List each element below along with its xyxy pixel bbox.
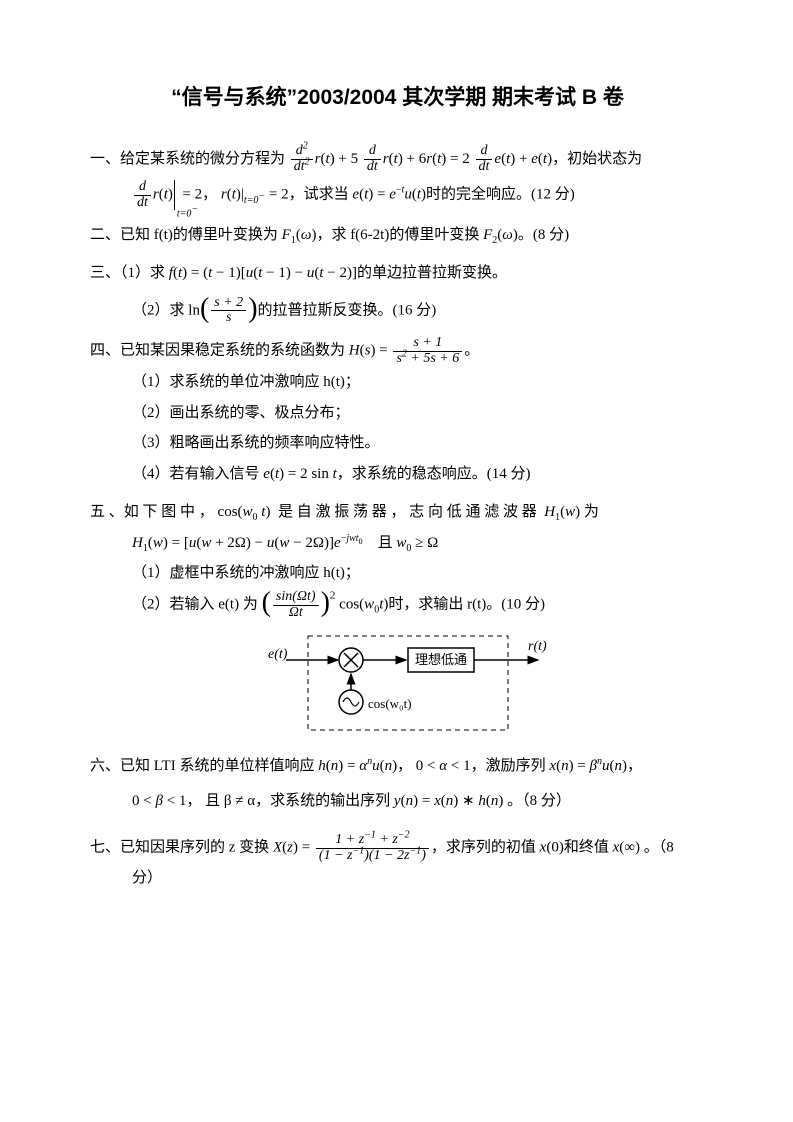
page-title: “信号与系统”2003/2004 其次学期 期末考试 B 卷 bbox=[90, 78, 705, 118]
q6-label: 六、 bbox=[90, 758, 120, 774]
q2-points: (8 分) bbox=[533, 227, 569, 243]
q3-p2-b: 的拉普拉斯反变换。 bbox=[258, 302, 393, 318]
q4-label: 四、 bbox=[90, 343, 120, 359]
q2-text-a: 已知 f(t)的傅里叶变换为 bbox=[120, 227, 278, 243]
q1-text-a: 给定某系统的微分方程为 bbox=[120, 151, 285, 167]
q5-block-diagram: e(t) 理想低通 r(t) cos(w₀t) bbox=[238, 628, 558, 738]
q1-text-b: ，初始状态为 bbox=[552, 151, 642, 167]
question-7: 七、已知因果序列的 z 变换 X(z) = 1 + z−1 + z−2(1 − … bbox=[90, 833, 705, 892]
q3-p2-label: （2） bbox=[132, 302, 170, 318]
q7-c: 和终值 bbox=[564, 840, 609, 856]
q3-p1-label: （1） bbox=[120, 265, 150, 281]
diagram-input-label: e(t) bbox=[268, 647, 288, 662]
q7-a: 已知因果序列的 z 变换 bbox=[120, 840, 269, 856]
question-4: 四、已知某因果稳定系统的系统函数为 H(s) = s + 1s2 + 5s + … bbox=[90, 336, 705, 488]
q1-text-d: 时的完全响应。 bbox=[426, 187, 531, 203]
diagram-osc-label: cos(w₀t) bbox=[368, 696, 412, 711]
q1-points: (12 分) bbox=[531, 187, 575, 203]
q6-c: ，求系统的输出序列 bbox=[255, 793, 390, 809]
q5-cond-t: 且 bbox=[378, 535, 393, 551]
q2-text-c: 。 bbox=[518, 227, 533, 243]
q7-points-cont: 分） bbox=[90, 864, 705, 893]
q5-p2-b: 时，求输出 r(t)。 bbox=[388, 597, 501, 613]
q2-label: 二、 bbox=[90, 227, 120, 243]
q4-p1: （1）求系统的单位冲激响应 h(t)； bbox=[90, 368, 705, 397]
q6-points: （8 分） bbox=[522, 793, 571, 809]
q3-points: (16 分) bbox=[393, 302, 437, 318]
q4-period: 。 bbox=[464, 343, 479, 359]
q1-label: 一、 bbox=[90, 151, 120, 167]
q3-p1-a: 求 bbox=[150, 265, 165, 281]
q6-a: 已知 LTI 系统的单位样值响应 bbox=[120, 758, 314, 774]
diagram-output-label: r(t) bbox=[528, 639, 547, 654]
q1-d2dt2: d2dt2 bbox=[291, 144, 313, 174]
q4-points: (14 分) bbox=[487, 466, 531, 482]
q4-p4-a: （4）若有输入信号 bbox=[132, 466, 260, 482]
q5-p1: （1）虚框中系统的冲激响应 h(t)； bbox=[90, 559, 705, 588]
q1-text-c: ，试求当 bbox=[289, 187, 349, 203]
q3-p1-b: 的单边拉普拉斯变换。 bbox=[357, 265, 507, 281]
q4-text-a: 已知某因果稳定系统的系统函数为 bbox=[120, 343, 345, 359]
q7-points: （8 bbox=[659, 840, 674, 856]
q5-p2-a: （2）若输入 e(t) 为 bbox=[132, 597, 258, 613]
q7-b: ，求序列的初值 bbox=[431, 840, 536, 856]
question-2: 二、已知 f(t)的傅里叶变换为 F1(ω)，求 f(6-2t)的傅里叶变换 F… bbox=[90, 221, 705, 250]
q3-p2-a: 求 bbox=[170, 302, 185, 318]
q5-label: 五 、 bbox=[90, 504, 124, 520]
question-1: 一、给定某系统的微分方程为 d2dt2r(t) + 5 ddtr(t) + 6r… bbox=[90, 144, 705, 211]
q5-points: (10 分) bbox=[501, 597, 545, 613]
q6-b: ，激励序列 bbox=[471, 758, 546, 774]
q4-p3: （3）粗略画出系统的频率响应特性。 bbox=[90, 429, 705, 458]
q2-text-b: ，求 f(6-2t)的傅里叶变换 bbox=[316, 227, 479, 243]
q4-p4-b: ，求系统的稳态响应。 bbox=[337, 466, 487, 482]
q7-period: 。 bbox=[644, 840, 659, 856]
diagram-lowpass-label: 理想低通 bbox=[414, 652, 466, 667]
question-3: 三、（1）求 f(t) = (t − 1)[u(t − 1) − u(t − 2… bbox=[90, 259, 705, 326]
q5-l1c: 为 bbox=[584, 504, 599, 520]
q6-cond: 且 β ≠ α bbox=[205, 793, 255, 809]
question-5: 五 、如 下 图 中 ， cos(w0 t) 是 自 激 振 荡 器 ， 志 向… bbox=[90, 498, 705, 738]
q3-label: 三、 bbox=[90, 265, 120, 281]
q5-l1a: 如 下 图 中 ， bbox=[124, 504, 214, 520]
q7-label: 七、 bbox=[90, 840, 120, 856]
q4-p2: （2）画出系统的零、极点分布； bbox=[90, 399, 705, 428]
q5-l1b: 是 自 激 振 荡 器 ， 志 向 低 通 滤 波 器 bbox=[278, 504, 537, 520]
question-6: 六、已知 LTI 系统的单位样值响应 h(n) = αnu(n)， 0 < α … bbox=[90, 752, 705, 815]
q6-period: 。 bbox=[507, 793, 522, 809]
